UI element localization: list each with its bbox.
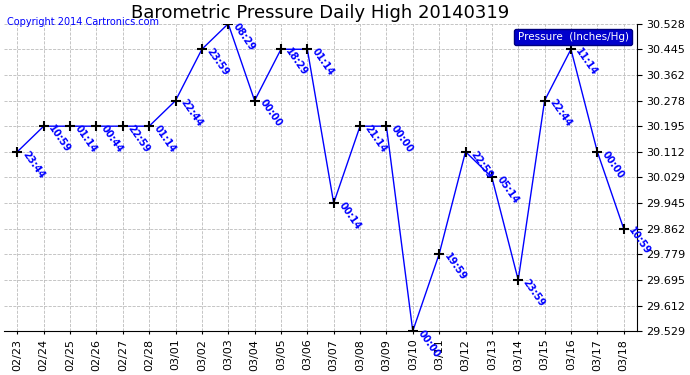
Text: 23:59: 23:59: [205, 46, 230, 78]
Text: 01:14: 01:14: [73, 123, 99, 154]
Text: 22:59: 22:59: [126, 123, 152, 154]
Text: 22:44: 22:44: [178, 98, 204, 129]
Text: 22:59: 22:59: [469, 149, 494, 180]
Text: 18:29: 18:29: [284, 46, 310, 78]
Text: 22:44: 22:44: [547, 98, 573, 129]
Text: 11:14: 11:14: [573, 46, 600, 78]
Text: 00:00: 00:00: [415, 328, 442, 359]
Text: 00:00: 00:00: [257, 98, 284, 129]
Text: 19:59: 19:59: [442, 251, 468, 282]
Text: 21:14: 21:14: [363, 123, 388, 154]
Text: 00:14: 00:14: [337, 200, 362, 231]
Text: 23:44: 23:44: [20, 149, 46, 180]
Legend: Pressure  (Inches/Hg): Pressure (Inches/Hg): [515, 29, 631, 45]
Text: 00:00: 00:00: [389, 123, 415, 154]
Text: 00:44: 00:44: [99, 123, 125, 154]
Text: 00:00: 00:00: [600, 149, 626, 180]
Title: Barometric Pressure Daily High 20140319: Barometric Pressure Daily High 20140319: [131, 4, 510, 22]
Text: Copyright 2014 Cartronics.com: Copyright 2014 Cartronics.com: [7, 17, 159, 27]
Text: 05:14: 05:14: [495, 174, 521, 206]
Text: 01:14: 01:14: [310, 46, 336, 78]
Text: 10:59: 10:59: [627, 226, 653, 257]
Text: 01:14: 01:14: [152, 123, 178, 154]
Text: 23:59: 23:59: [521, 277, 547, 308]
Text: 10:59: 10:59: [46, 123, 72, 154]
Text: 08:29: 08:29: [231, 21, 257, 52]
